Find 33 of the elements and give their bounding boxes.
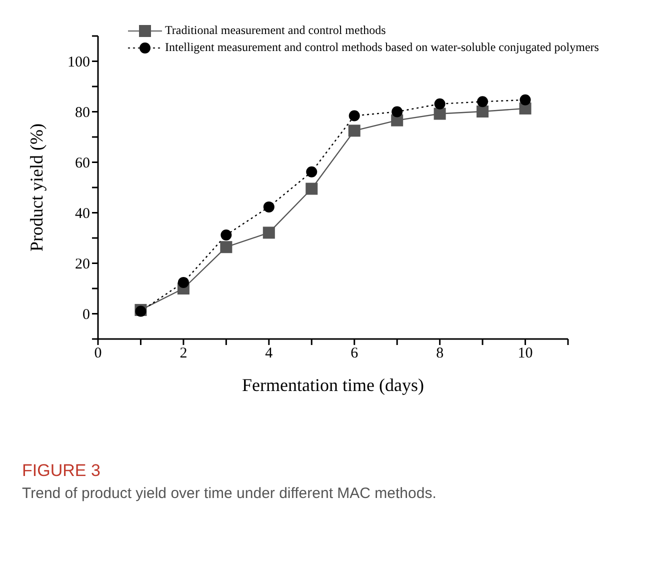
x-tick-label: 4 (265, 346, 274, 362)
point (306, 166, 318, 178)
caption: FIGURE 3 (22, 461, 102, 481)
point (263, 201, 274, 212)
x-axis-title: Fermentation time (days) (242, 375, 424, 395)
point (477, 96, 488, 108)
point (392, 106, 403, 118)
y-tick-label: 20 (75, 256, 90, 273)
y-tick-label: 100 (68, 54, 90, 71)
point (178, 276, 189, 288)
point (220, 241, 232, 254)
y-tick-label: 0 (82, 307, 90, 324)
point (476, 106, 489, 118)
y-tick-label: 40 (75, 206, 90, 222)
point (306, 182, 318, 195)
point (348, 124, 360, 137)
point (434, 98, 446, 110)
y-axis-title: Product yield (%) (26, 124, 46, 252)
x-tick-label: 8 (436, 346, 444, 362)
x-tick-label: 6 (350, 346, 359, 362)
y-tick-label: 80 (75, 105, 90, 122)
point (434, 108, 446, 120)
text: Trend of product yield over time under different MAC methods. (22, 485, 438, 502)
x-tick-label: 0 (94, 346, 102, 362)
x-tick-label: 10 (518, 346, 533, 362)
legend-label: Intelligent measurement and control methods based on water-soluble conjugated polymers (165, 39, 599, 56)
point (220, 229, 232, 240)
point (348, 110, 360, 122)
point (262, 226, 275, 239)
point (520, 94, 531, 106)
y-tick-label: 60 (75, 156, 90, 172)
legend-label: Traditional measurement and control methods (165, 22, 386, 39)
x-tick-label: 2 (180, 346, 188, 362)
